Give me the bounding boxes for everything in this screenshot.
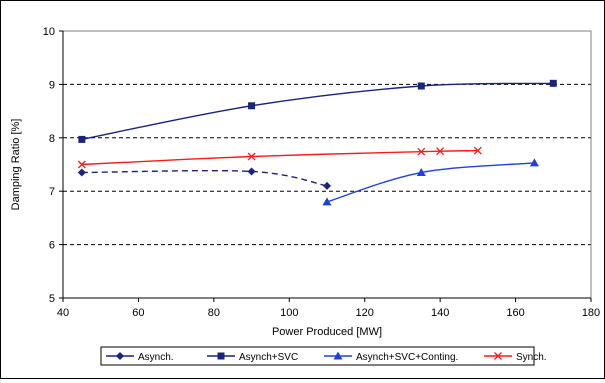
grid-lines — [63, 83, 591, 246]
y-tick-label: 10 — [43, 26, 55, 38]
x-tick-label: 180 — [582, 307, 600, 319]
legend-marker — [494, 352, 502, 360]
marker-stroke — [436, 147, 445, 156]
x-tick-label: 60 — [132, 307, 144, 319]
x-tick-label: 80 — [208, 307, 220, 319]
y-tick-label: 6 — [49, 240, 55, 252]
axes: 5 6 7 8 9 10 40 60 80 100 120 140 160 180 — [43, 26, 600, 319]
y-tick-label: 5 — [49, 293, 55, 305]
marker-stroke — [417, 147, 426, 156]
legend-marker — [116, 352, 124, 360]
data-point — [549, 79, 557, 87]
series-line — [81, 149, 478, 166]
legend: Asynch. Asynch+SVC Asynch+SVC+Conting. Sync… — [100, 346, 547, 366]
y-tick-label: 7 — [49, 186, 55, 198]
series-line — [81, 82, 554, 141]
marker-stroke — [473, 146, 482, 155]
series-3 — [77, 146, 482, 169]
legend-marker — [333, 351, 343, 360]
legend-item: Synch. — [484, 352, 547, 363]
x-tick-label: 120 — [356, 307, 374, 319]
data-point — [436, 147, 445, 156]
legend-item: Asynch. — [106, 352, 174, 363]
y-axis-label: Damping Ratio [%] — [10, 119, 22, 211]
data-point — [473, 146, 482, 155]
series-line — [326, 162, 535, 203]
data-point — [248, 102, 256, 110]
series-layer — [77, 79, 557, 206]
marker-stroke — [77, 160, 86, 169]
legend-label: Synch. — [516, 352, 547, 363]
x-tick-label: 160 — [506, 307, 524, 319]
series-2 — [322, 158, 539, 206]
legend-item: Asynch+SVC+Conting. — [324, 351, 458, 363]
x-axis-label: Power Produced [MW] — [272, 326, 382, 338]
legend-label: Asynch+SVC+Conting. — [356, 352, 458, 363]
data-point — [416, 168, 426, 177]
x-tick-label: 100 — [280, 307, 298, 319]
x-tick-label: 140 — [431, 307, 449, 319]
data-point — [77, 168, 86, 177]
data-point — [322, 197, 332, 206]
series-0 — [77, 167, 331, 190]
data-point — [417, 82, 425, 90]
data-point — [77, 160, 86, 169]
legend-box — [100, 346, 535, 366]
data-point — [247, 167, 256, 176]
legend-item: Asynch+SVC — [207, 352, 298, 363]
x-tick-label: 40 — [57, 307, 69, 319]
data-point — [529, 158, 539, 167]
marker-stroke — [247, 152, 256, 161]
legend-marker — [217, 352, 225, 360]
marker-stroke — [494, 352, 502, 360]
data-point — [417, 147, 426, 156]
legend-label: Asynch. — [138, 352, 174, 363]
y-tick-label: 9 — [49, 79, 55, 91]
series-1 — [78, 79, 557, 143]
data-point — [78, 135, 86, 143]
data-point — [247, 152, 256, 161]
data-point — [323, 181, 331, 190]
y-tick-label: 8 — [49, 133, 55, 145]
series-line — [81, 169, 328, 187]
legend-label: Asynch+SVC — [239, 352, 298, 363]
